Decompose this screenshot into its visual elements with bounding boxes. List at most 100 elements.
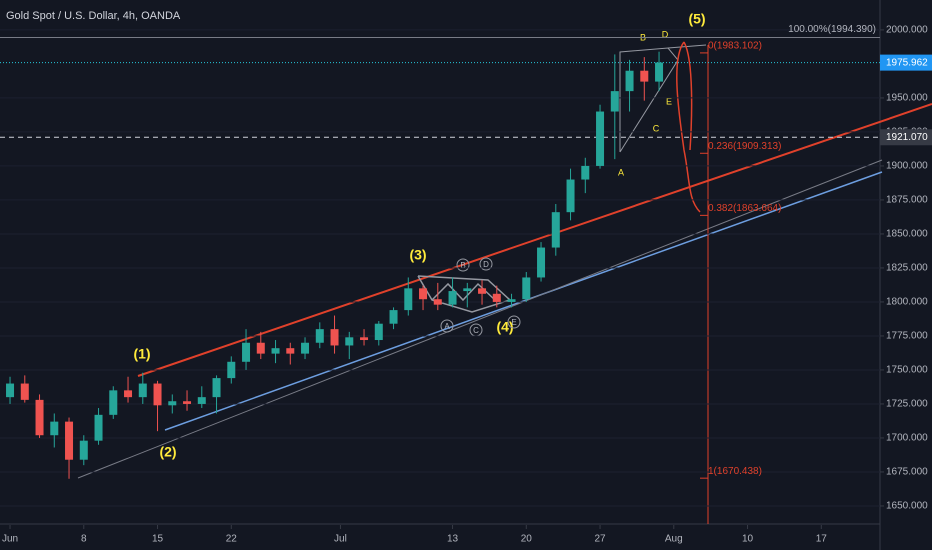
candle-body	[330, 329, 339, 346]
candle-body	[640, 70, 649, 82]
x-tick-label: 27	[594, 534, 606, 545]
circle	[440, 319, 454, 333]
candle-body	[212, 378, 221, 398]
x-tick-label: 20	[521, 534, 533, 545]
candle-body	[522, 277, 531, 300]
base-line	[77, 159, 883, 479]
arc	[683, 41, 693, 151]
circled-label: E	[511, 318, 516, 327]
y-tick-label: 1725.000	[886, 399, 928, 410]
upper-channel	[137, 103, 932, 377]
wave-label: (2)	[159, 444, 176, 460]
candle-body	[6, 383, 15, 398]
circled-label: D	[483, 260, 489, 269]
y-tick-label: 1875.000	[886, 195, 928, 206]
candle-body	[20, 383, 29, 400]
candle-body	[256, 342, 265, 354]
fib-label: 0.382(1863.664)	[708, 203, 781, 214]
candle-body	[404, 288, 413, 311]
candle-body	[478, 288, 487, 294]
candle-body	[197, 397, 206, 404]
top-level-label: 100.00%(1994.390)	[788, 24, 876, 35]
candle-body	[65, 421, 74, 460]
wave-label: (1)	[133, 346, 150, 362]
x-tick-label: 13	[447, 534, 459, 545]
arc	[676, 41, 701, 213]
candle-body	[551, 212, 560, 248]
sub-wave-label: D	[662, 29, 669, 39]
candle-body	[566, 179, 575, 213]
candle-body	[448, 291, 457, 305]
last-price-label: 1975.962	[886, 57, 928, 68]
candle-body	[492, 293, 501, 302]
fib-label: 0.236(1909.313)	[708, 141, 781, 152]
triangle	[417, 275, 512, 313]
y-tick-label: 2000.000	[886, 25, 928, 36]
candle-body	[419, 288, 428, 300]
x-tick-label: 8	[81, 534, 87, 545]
y-tick-label: 1800.000	[886, 297, 928, 308]
candle-body	[79, 440, 88, 460]
last-price-box	[880, 54, 932, 71]
y-tick-label: 1675.000	[886, 467, 928, 478]
candle-body	[610, 91, 619, 112]
y-tick-label: 1900.000	[886, 161, 928, 172]
y-tick-label: 1825.000	[886, 263, 928, 274]
circled-label: A	[444, 322, 450, 331]
candle-body	[507, 299, 516, 302]
y-tick-label: 1650.000	[886, 501, 928, 512]
candle-body	[183, 401, 192, 404]
candle-body	[286, 348, 295, 354]
circle	[507, 315, 521, 329]
candle-body	[168, 401, 177, 406]
x-tick-label: 17	[816, 534, 828, 545]
fib-label: 0(1983.102)	[708, 41, 762, 52]
y-tick-label: 1700.000	[886, 433, 928, 444]
circled-label: C	[473, 326, 479, 335]
candle-body	[625, 70, 634, 92]
y-tick-label: 1775.000	[886, 331, 928, 342]
circled-label: B	[460, 261, 465, 270]
sub-wave-label: C	[653, 123, 660, 133]
candle-body	[374, 323, 383, 341]
candle-body	[35, 399, 44, 436]
x-tick-label: Jun	[2, 534, 18, 545]
x-tick-label: 22	[226, 534, 238, 545]
candle-body	[389, 310, 398, 324]
x-tick-label: Jul	[334, 534, 347, 545]
x-tick-label: 10	[742, 534, 754, 545]
candle-body	[433, 299, 442, 305]
circle	[479, 257, 493, 271]
candle-body	[655, 62, 664, 82]
sub-wave-label: E	[666, 96, 672, 106]
candle-body	[360, 337, 369, 341]
wave-label: (5)	[688, 11, 705, 27]
x-tick-label: 15	[152, 534, 164, 545]
candle-body	[315, 329, 324, 343]
marker-box	[880, 129, 932, 146]
candle-body	[242, 342, 251, 362]
candle-body	[227, 361, 236, 379]
candle-body	[301, 342, 310, 354]
marker-label: 1921.070	[886, 132, 928, 143]
lower-channel	[164, 171, 883, 431]
candle-body	[138, 383, 147, 398]
candle-body	[94, 414, 103, 441]
fib-label: 1(1670.438)	[708, 466, 762, 477]
candle-body	[463, 288, 472, 292]
candle-body	[109, 390, 118, 415]
sub-wave-label: A	[618, 167, 624, 177]
candle-body	[537, 247, 546, 278]
candle-body	[153, 383, 162, 406]
candle-body	[50, 421, 59, 436]
y-tick-label: 1850.000	[886, 229, 928, 240]
drawings	[77, 41, 932, 524]
candle-body	[124, 390, 133, 398]
x-tick-label: Aug	[665, 534, 683, 545]
wave-label: (3)	[409, 247, 426, 263]
candle-body	[345, 337, 354, 346]
y-tick-label: 1750.000	[886, 365, 928, 376]
chart-title: Gold Spot / U.S. Dollar, 4h, OANDA	[6, 10, 181, 22]
arrow	[667, 44, 707, 49]
